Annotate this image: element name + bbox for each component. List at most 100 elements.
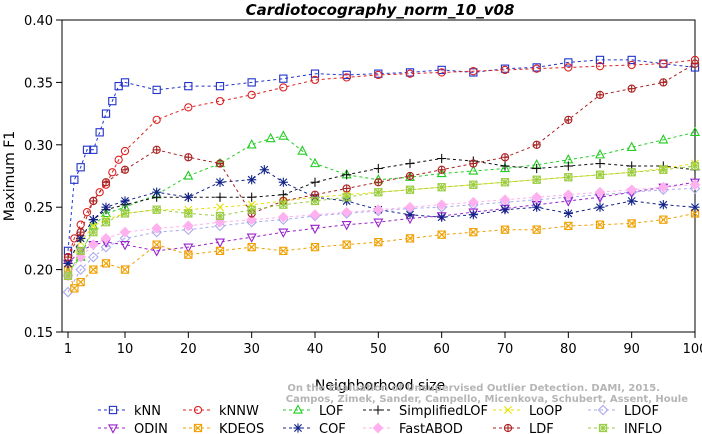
point-lof	[183, 170, 194, 180]
legend-label-inflo: INFLO	[624, 422, 662, 434]
point-inflo	[659, 165, 668, 174]
point-cof	[595, 202, 605, 212]
point-fastabod	[277, 211, 289, 223]
point-knnw	[595, 62, 605, 71]
x-tick-label: 1	[64, 342, 72, 357]
point-cof	[500, 205, 510, 215]
point-simplifiedlof	[532, 163, 542, 174]
point-kdeos	[437, 230, 446, 239]
point-kdeos	[184, 250, 193, 259]
point-cof	[532, 202, 542, 212]
legend-label-cof: COF	[319, 422, 346, 434]
point-lof	[594, 149, 606, 159]
point-simplifiedlof	[310, 177, 320, 187]
point-lof	[499, 162, 511, 173]
point-inflo	[120, 209, 130, 218]
legend-label-lof: LOF	[319, 404, 344, 419]
point-fastabod	[100, 233, 112, 244]
point-knn	[95, 128, 104, 137]
point-cof	[101, 202, 111, 212]
point-cof	[88, 215, 98, 225]
point-ldf	[564, 115, 573, 124]
legend: kNN kNNW LOF SimplifiedLOF LoOP LDOF ODIN KDEOS…	[98, 404, 662, 434]
legend-marker-lof	[292, 404, 304, 414]
point-knnw	[247, 90, 256, 100]
point-knn	[108, 96, 117, 106]
point-inflo	[532, 175, 541, 184]
legend-item-lof: LOF	[283, 404, 344, 419]
legend-label-ldof: LDOF	[624, 404, 659, 419]
point-knnw	[532, 64, 541, 73]
legend-label-odin: ODIN	[134, 422, 168, 434]
point-lof	[297, 145, 308, 155]
series-line-simplifiedlof	[67, 157, 696, 264]
point-kdeos	[405, 234, 415, 243]
point-inflo	[405, 185, 415, 194]
point-inflo	[627, 168, 636, 177]
point-cof	[563, 208, 573, 219]
point-knnw	[215, 96, 225, 106]
point-knnw	[108, 168, 117, 177]
point-kdeos	[279, 246, 288, 256]
point-knn	[70, 175, 79, 184]
point-lof	[658, 134, 669, 144]
point-cof	[152, 187, 162, 197]
point-fastabod	[151, 223, 163, 234]
point-ldof	[100, 241, 112, 253]
x-tick-label: 90	[623, 342, 640, 357]
point-simplifiedlof	[437, 153, 447, 164]
point-fastabod	[309, 209, 321, 221]
point-knnw	[469, 67, 478, 76]
point-fastabod	[436, 199, 448, 211]
point-simplifiedlof	[247, 192, 257, 202]
x-tick-label: 40	[307, 342, 324, 357]
x-tick-label: 10	[117, 342, 134, 357]
legend-marker-loop	[504, 406, 512, 414]
legend-item-loop: LoOP	[493, 404, 562, 419]
y-tick-label: 0.40	[24, 14, 53, 29]
point-cof	[215, 177, 225, 187]
point-cof	[437, 212, 447, 222]
series-line-knnw	[67, 59, 696, 258]
point-ldf	[532, 140, 541, 149]
legend-marker-cof	[293, 423, 303, 433]
point-knn	[76, 163, 85, 172]
point-inflo	[279, 200, 288, 209]
point-inflo	[374, 188, 383, 197]
legend-marker-odin	[107, 424, 119, 434]
legend-label-knnw: kNNW	[219, 404, 259, 419]
point-cof	[183, 192, 193, 202]
legend-item-inflo: INFLO	[588, 422, 662, 434]
point-inflo	[595, 170, 605, 179]
point-fastabod	[531, 191, 543, 203]
point-ldf	[184, 153, 193, 162]
point-inflo	[184, 209, 193, 218]
x-axis-label: Neighborhood size	[315, 378, 445, 394]
point-cof	[120, 196, 130, 206]
legend-marker-knnw	[193, 405, 203, 415]
point-knnw	[374, 70, 383, 80]
point-simplifiedlof	[342, 170, 352, 180]
point-inflo	[101, 218, 111, 227]
point-knnw	[500, 65, 510, 75]
point-odin	[373, 218, 384, 228]
point-knn	[342, 70, 351, 80]
point-knnw	[184, 103, 193, 112]
legend-marker-knn	[108, 405, 118, 415]
series-line-kdeos	[67, 212, 696, 290]
legend-item-knn: kNN	[98, 404, 161, 419]
legend-item-odin: ODIN	[98, 422, 168, 434]
x-tick-label: 60	[433, 342, 450, 357]
point-knnw	[405, 69, 415, 78]
point-kdeos	[342, 240, 351, 249]
point-knnw	[310, 75, 320, 85]
point-odin	[183, 243, 194, 253]
point-lof	[309, 157, 321, 168]
point-odin	[309, 224, 321, 235]
point-fastabod	[372, 204, 384, 216]
point-ldf	[76, 228, 85, 237]
point-cof	[247, 175, 257, 185]
legend-item-simplifiedlof: SimplifiedLOF	[363, 404, 488, 419]
point-kdeos	[659, 215, 668, 224]
